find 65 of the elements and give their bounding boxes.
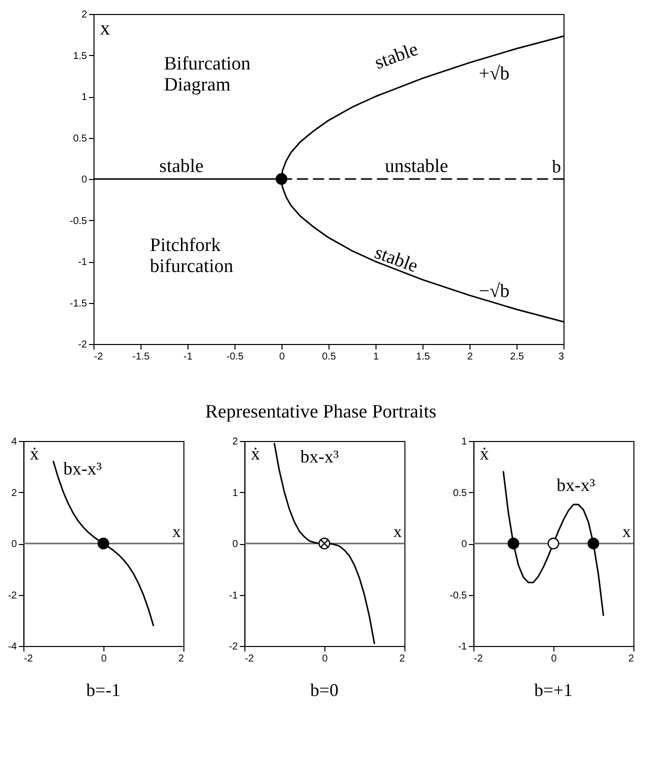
- y-axis-title: ẋ: [30, 444, 39, 464]
- x-tick-label: 1: [373, 352, 380, 362]
- x-tick-label: 0: [551, 654, 558, 664]
- y-tick-label: 0: [461, 539, 468, 550]
- x-tick-label: 2: [399, 654, 406, 664]
- x-tick-label: 0: [279, 352, 286, 362]
- x-tick-label: 0.5: [322, 352, 336, 362]
- annotation: +√b: [478, 63, 510, 84]
- x-tick-label: -2: [94, 352, 104, 362]
- y-axis-title: ẋ: [250, 444, 260, 464]
- x-tick-label: 2.5: [510, 352, 524, 362]
- x-axis-title: b: [552, 156, 561, 176]
- y-tick-label: 2: [81, 10, 88, 20]
- x-tick-label: 0: [322, 654, 328, 664]
- annotation: stable: [159, 156, 204, 177]
- x-tick-label: -1.5: [132, 352, 150, 362]
- x-tick-label: -2: [474, 654, 484, 664]
- y-tick-label: 2: [11, 488, 18, 499]
- x-axis-title: x: [393, 522, 402, 541]
- y-tick-label: 2: [232, 436, 238, 448]
- annotation: bx-x³: [300, 446, 340, 466]
- y-tick-label: -0.5: [70, 216, 88, 227]
- y-tick-label: -1.5: [70, 298, 88, 310]
- y-tick-label: -2: [228, 642, 238, 652]
- x-tick-label: -2: [244, 654, 254, 664]
- y-tick-label: 0: [232, 539, 238, 550]
- y-tick-label: -1: [78, 257, 88, 268]
- x-axis-title: x: [622, 522, 632, 541]
- annotation: Bifurcation Diagram: [164, 54, 252, 96]
- x-tick-label: 3: [558, 352, 564, 362]
- chart-title: Representative Phase Portraits: [205, 402, 436, 422]
- y-tick-label: 0.5: [73, 133, 88, 144]
- y-axis-title: x: [100, 18, 110, 40]
- x-tick-label: 0: [101, 654, 108, 664]
- annotation: unstable: [384, 156, 448, 177]
- annotation: bx-x³: [556, 475, 596, 496]
- x-tick-label: -2: [24, 654, 34, 664]
- x-tick-label: 2: [628, 654, 634, 664]
- y-tick-label: 1: [81, 92, 88, 103]
- y-tick-label: 1: [461, 436, 468, 448]
- annotation: bx-x³: [63, 458, 102, 479]
- x-tick-label: 1.5: [416, 352, 430, 362]
- y-tick-label: -1: [228, 590, 238, 602]
- y-tick-label: 4: [11, 436, 18, 448]
- y-tick-label: 1.5: [73, 50, 88, 62]
- annotation: stable: [372, 38, 421, 74]
- annotation: Pitchfork bifurcation: [150, 235, 234, 277]
- y-tick-label: 0: [11, 539, 18, 550]
- x-tick-label: -1: [184, 352, 193, 362]
- annotation: −√b: [478, 281, 510, 302]
- y-axis-title: ẋ: [480, 444, 489, 464]
- y-tick-label: 0.5: [452, 488, 468, 499]
- text: b=-1: [86, 680, 120, 700]
- y-tick-label: -0.5: [450, 590, 468, 602]
- x-axis-title: x: [172, 522, 182, 541]
- y-tick-label: -4: [8, 642, 18, 652]
- annotation: stable: [372, 242, 421, 278]
- y-tick-label: -2: [78, 340, 88, 350]
- text: b=0: [310, 680, 338, 700]
- text: b=+1: [534, 680, 573, 700]
- y-tick-label: 1: [232, 488, 238, 499]
- y-tick-label: -2: [8, 590, 18, 602]
- y-tick-label: 0: [81, 174, 88, 186]
- x-tick-label: 2: [178, 654, 184, 664]
- y-tick-label: -1: [458, 642, 468, 652]
